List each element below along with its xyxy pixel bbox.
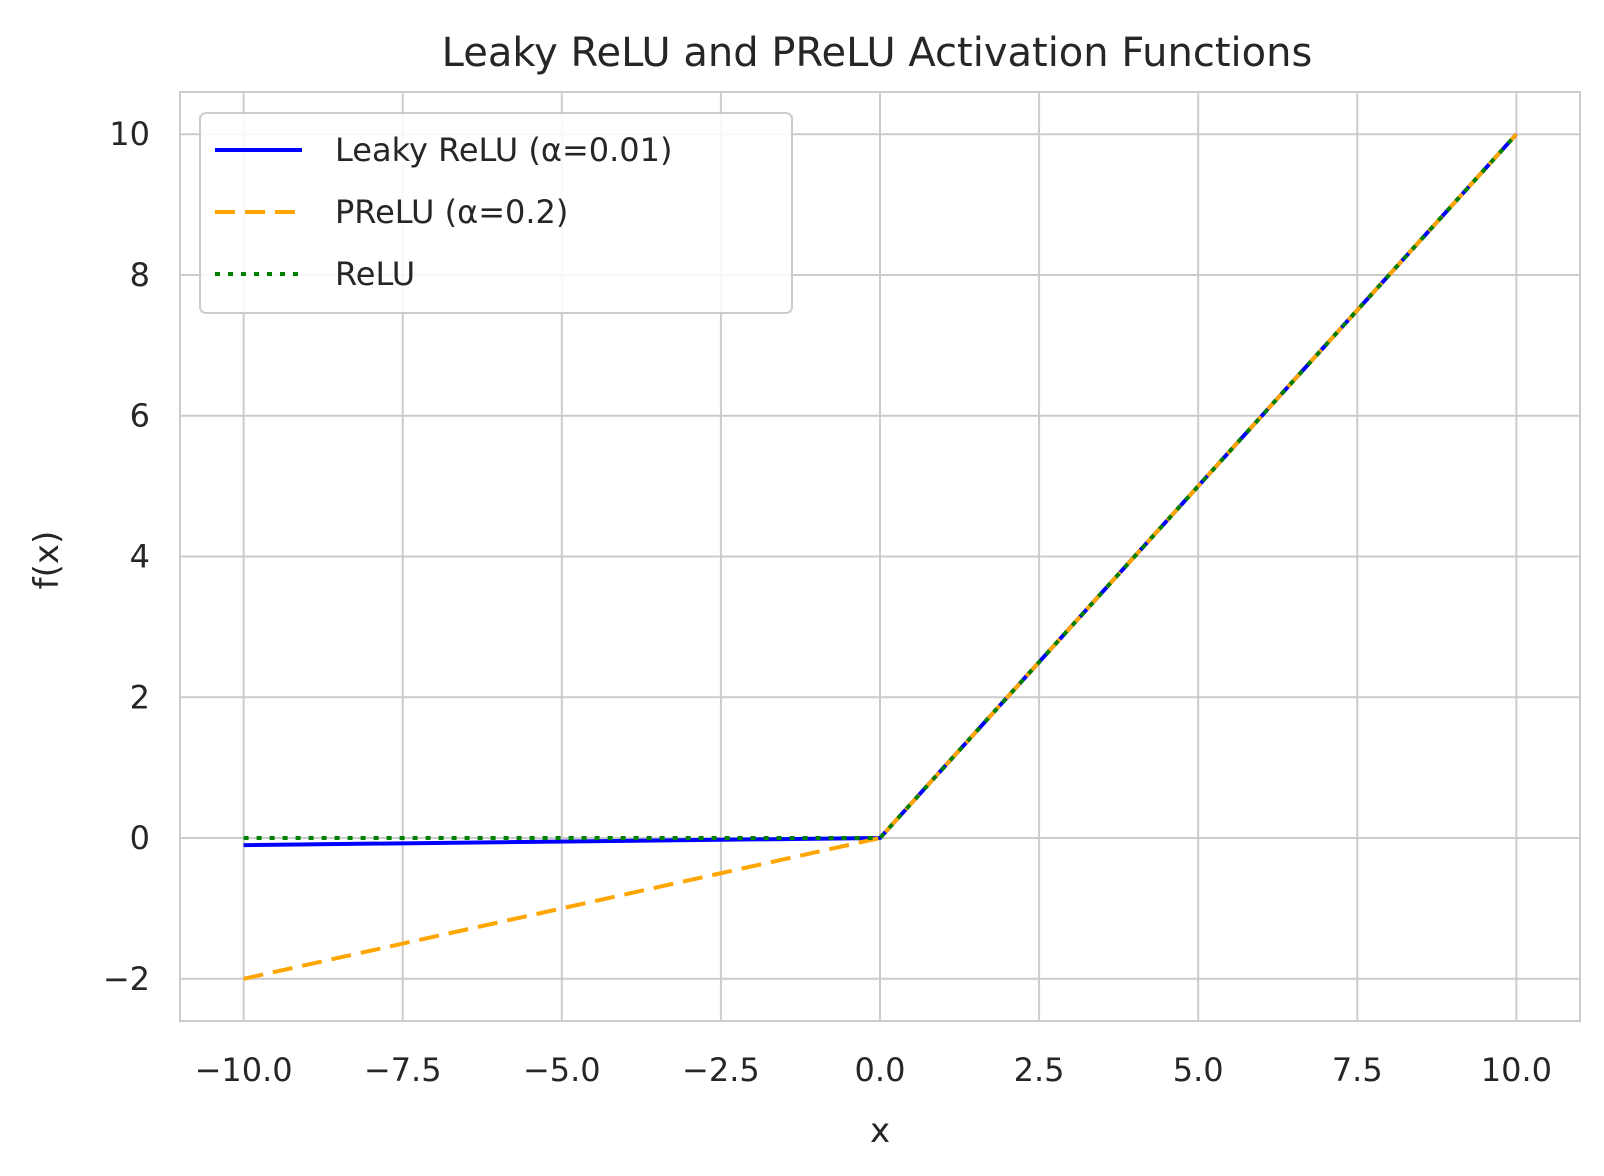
x-tick-label: 7.5: [1332, 1051, 1383, 1089]
legend-label-2: ReLU: [335, 255, 415, 293]
legend-box: [199, 112, 793, 314]
x-axis-label: x: [870, 1111, 890, 1151]
y-tick-label: −2: [103, 960, 150, 998]
y-tick-label: 8: [130, 256, 150, 294]
x-tick-label: 0.0: [855, 1051, 906, 1089]
series-line-1: [243, 132, 1518, 981]
chart-title: Leaky ReLU and PReLU Activation Function…: [442, 30, 1313, 76]
series-line-2: [243, 132, 1518, 840]
y-tick-label: 4: [130, 538, 150, 576]
plot-area: [179, 91, 1581, 1022]
x-axis: −10.0 −7.5 −5.0 −2.5 0.0 2.5 5.0 7.5 10.0: [195, 1051, 1552, 1089]
x-tick-label: −10.0: [195, 1051, 293, 1089]
y-tick-label: 10: [109, 115, 150, 153]
y-axis: −2 0 2 4 6 8 10: [103, 115, 150, 998]
y-tick-label: 6: [130, 397, 150, 435]
x-tick-label: 2.5: [1014, 1051, 1065, 1089]
series-line-0: [243, 132, 1518, 848]
x-tick-label: 5.0: [1173, 1051, 1224, 1089]
x-tick-label: −2.5: [682, 1051, 760, 1089]
legend-label-1: PReLU (α=0.2): [335, 193, 568, 231]
y-tick-label: 0: [130, 819, 150, 857]
x-tick-label: −7.5: [364, 1051, 442, 1089]
x-tick-label: −5.0: [523, 1051, 601, 1089]
legend-label-0: Leaky ReLU (α=0.01): [335, 131, 673, 169]
legend: Leaky ReLU (α=0.01) PReLU (α=0.2) ReLU: [199, 112, 793, 314]
y-axis-label: f(x): [27, 531, 67, 590]
y-tick-label: 2: [130, 678, 150, 716]
x-tick-label: 10.0: [1481, 1051, 1552, 1089]
series-layer: [243, 132, 1518, 981]
